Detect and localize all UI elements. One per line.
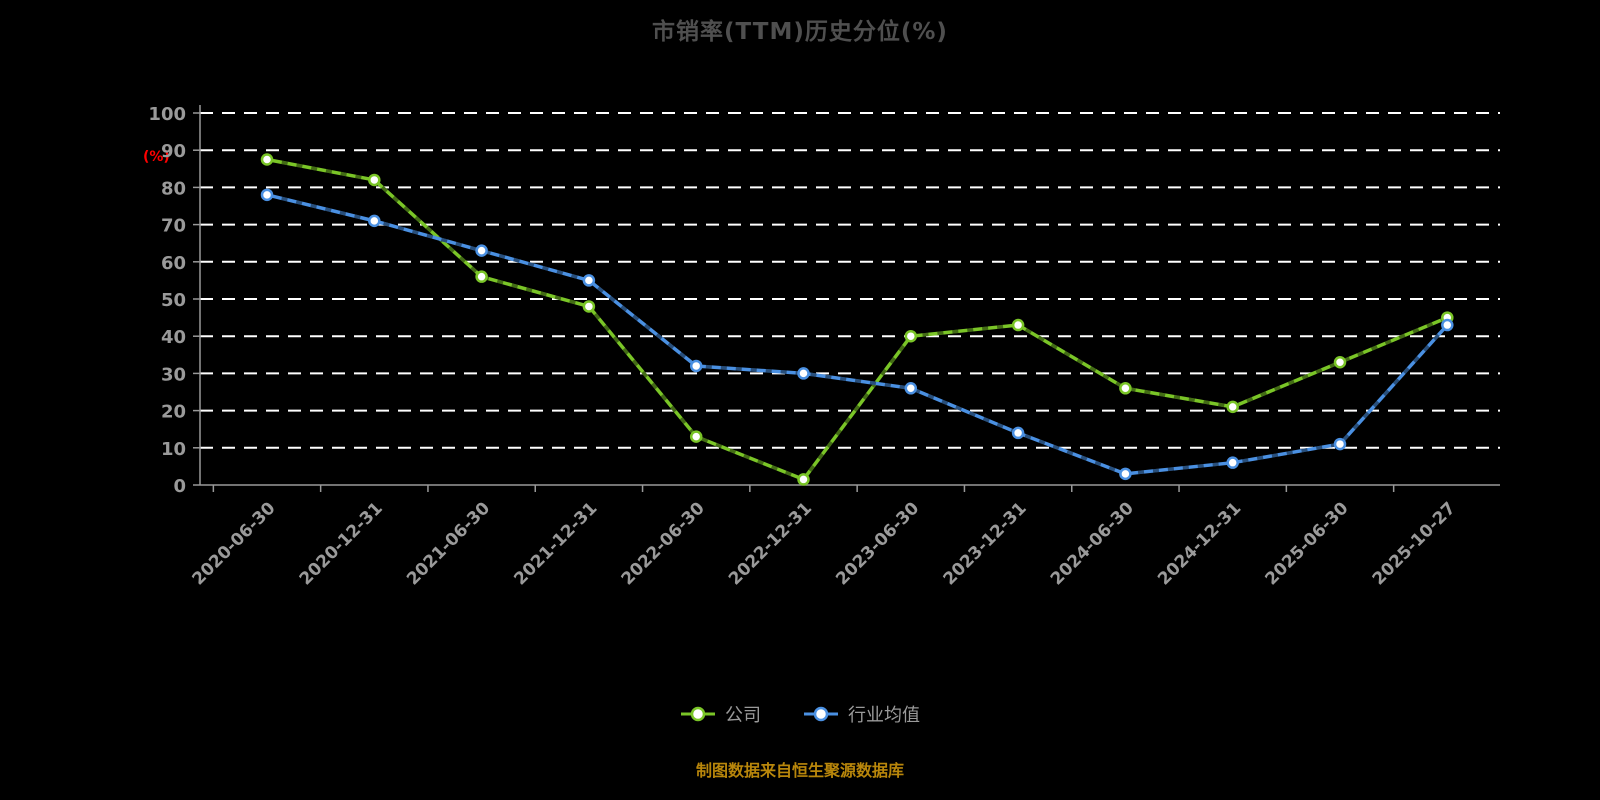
legend: 公司 行业均值 (0, 701, 1600, 727)
data-point-industry-2023-06-30 (904, 382, 918, 395)
series-line-company (265, 157, 1450, 482)
data-point-industry-2025-06-30 (1333, 437, 1347, 451)
y-tick-label-60: 60 (161, 253, 186, 274)
x-tick-label-2021-12-31: 2021-12-31 (510, 498, 601, 589)
x-tick-label-2025-10-27: 2025-10-27 (1369, 498, 1460, 589)
data-point-industry-2022-12-31 (797, 367, 810, 380)
data-point-industry-2020-06-30 (260, 188, 274, 202)
x-tick-label-2022-06-30: 2022-06-30 (618, 498, 709, 589)
x-tick-label-2022-12-31: 2022-12-31 (725, 498, 816, 589)
legend-item-industry[interactable]: 行业均值 (803, 701, 920, 727)
legend-label-company: 公司 (725, 705, 761, 726)
legend-marker-industry-icon (804, 706, 838, 722)
y-tick-label-80: 80 (161, 178, 186, 199)
data-point-industry-2021-12-31 (582, 274, 596, 287)
y-tick-label-10: 10 (161, 439, 186, 460)
data-point-industry-2024-12-31 (1226, 456, 1239, 469)
y-tick-label-50: 50 (161, 290, 186, 311)
legend-marker-company-icon (681, 706, 715, 722)
data-point-industry-2020-12-31 (368, 214, 381, 228)
data-point-industry-2025-10-27 (1441, 318, 1454, 332)
x-tick-label-2024-12-31: 2024-12-31 (1154, 498, 1245, 589)
data-point-industry-2023-12-31 (1011, 426, 1025, 440)
legend-item-company[interactable]: 公司 (680, 701, 761, 727)
y-axis-unit-label: (%) (143, 149, 170, 165)
data-point-company-2024-06-30 (1119, 382, 1132, 395)
y-tick-label-90: 90 (161, 141, 186, 162)
data-point-company-2022-06-30 (689, 430, 703, 443)
data-point-company-2023-12-31 (1011, 318, 1025, 332)
data-point-company-2022-12-31 (797, 473, 810, 486)
data-point-company-2021-06-30 (475, 270, 488, 283)
y-tick-label-100: 100 (148, 104, 186, 125)
y-tick-label-30: 30 (161, 364, 186, 385)
series-line-industry (265, 193, 1450, 476)
y-tick-label-70: 70 (161, 216, 186, 237)
x-tick-label-2023-12-31: 2023-12-31 (940, 498, 1031, 589)
data-point-company-2023-06-30 (904, 329, 918, 343)
series-line-dash-overlay-industry (266, 193, 1449, 476)
chart-title: 市销率(TTM)历史分位(%) (652, 19, 948, 45)
data-point-company-2024-12-31 (1226, 400, 1239, 414)
y-tick-label-0: 0 (173, 476, 186, 497)
x-tick-label-2023-06-30: 2023-06-30 (832, 498, 923, 589)
series-line-dash-overlay-company (266, 157, 1448, 482)
source-note: 制图数据来自恒生聚源数据库 (695, 761, 904, 780)
x-tick-label-2020-06-30: 2020-06-30 (188, 498, 279, 589)
legend-label-industry: 行业均值 (848, 705, 920, 726)
x-tick-label-2024-06-30: 2024-06-30 (1047, 498, 1138, 589)
data-point-industry-2022-06-30 (689, 359, 703, 373)
y-tick-label-20: 20 (161, 402, 186, 423)
x-tick-label-2021-06-30: 2021-06-30 (403, 498, 494, 589)
y-tick-label-40: 40 (161, 327, 186, 348)
data-point-company-2020-06-30 (260, 153, 274, 166)
data-point-industry-2024-06-30 (1119, 467, 1132, 481)
data-point-industry-2021-06-30 (475, 244, 488, 257)
data-point-company-2021-12-31 (582, 300, 596, 313)
data-point-company-2025-06-30 (1333, 355, 1347, 369)
x-tick-label-2020-12-31: 2020-12-31 (296, 498, 387, 589)
data-point-company-2020-12-31 (368, 173, 381, 187)
x-tick-label-2025-06-30: 2025-06-30 (1261, 498, 1352, 589)
